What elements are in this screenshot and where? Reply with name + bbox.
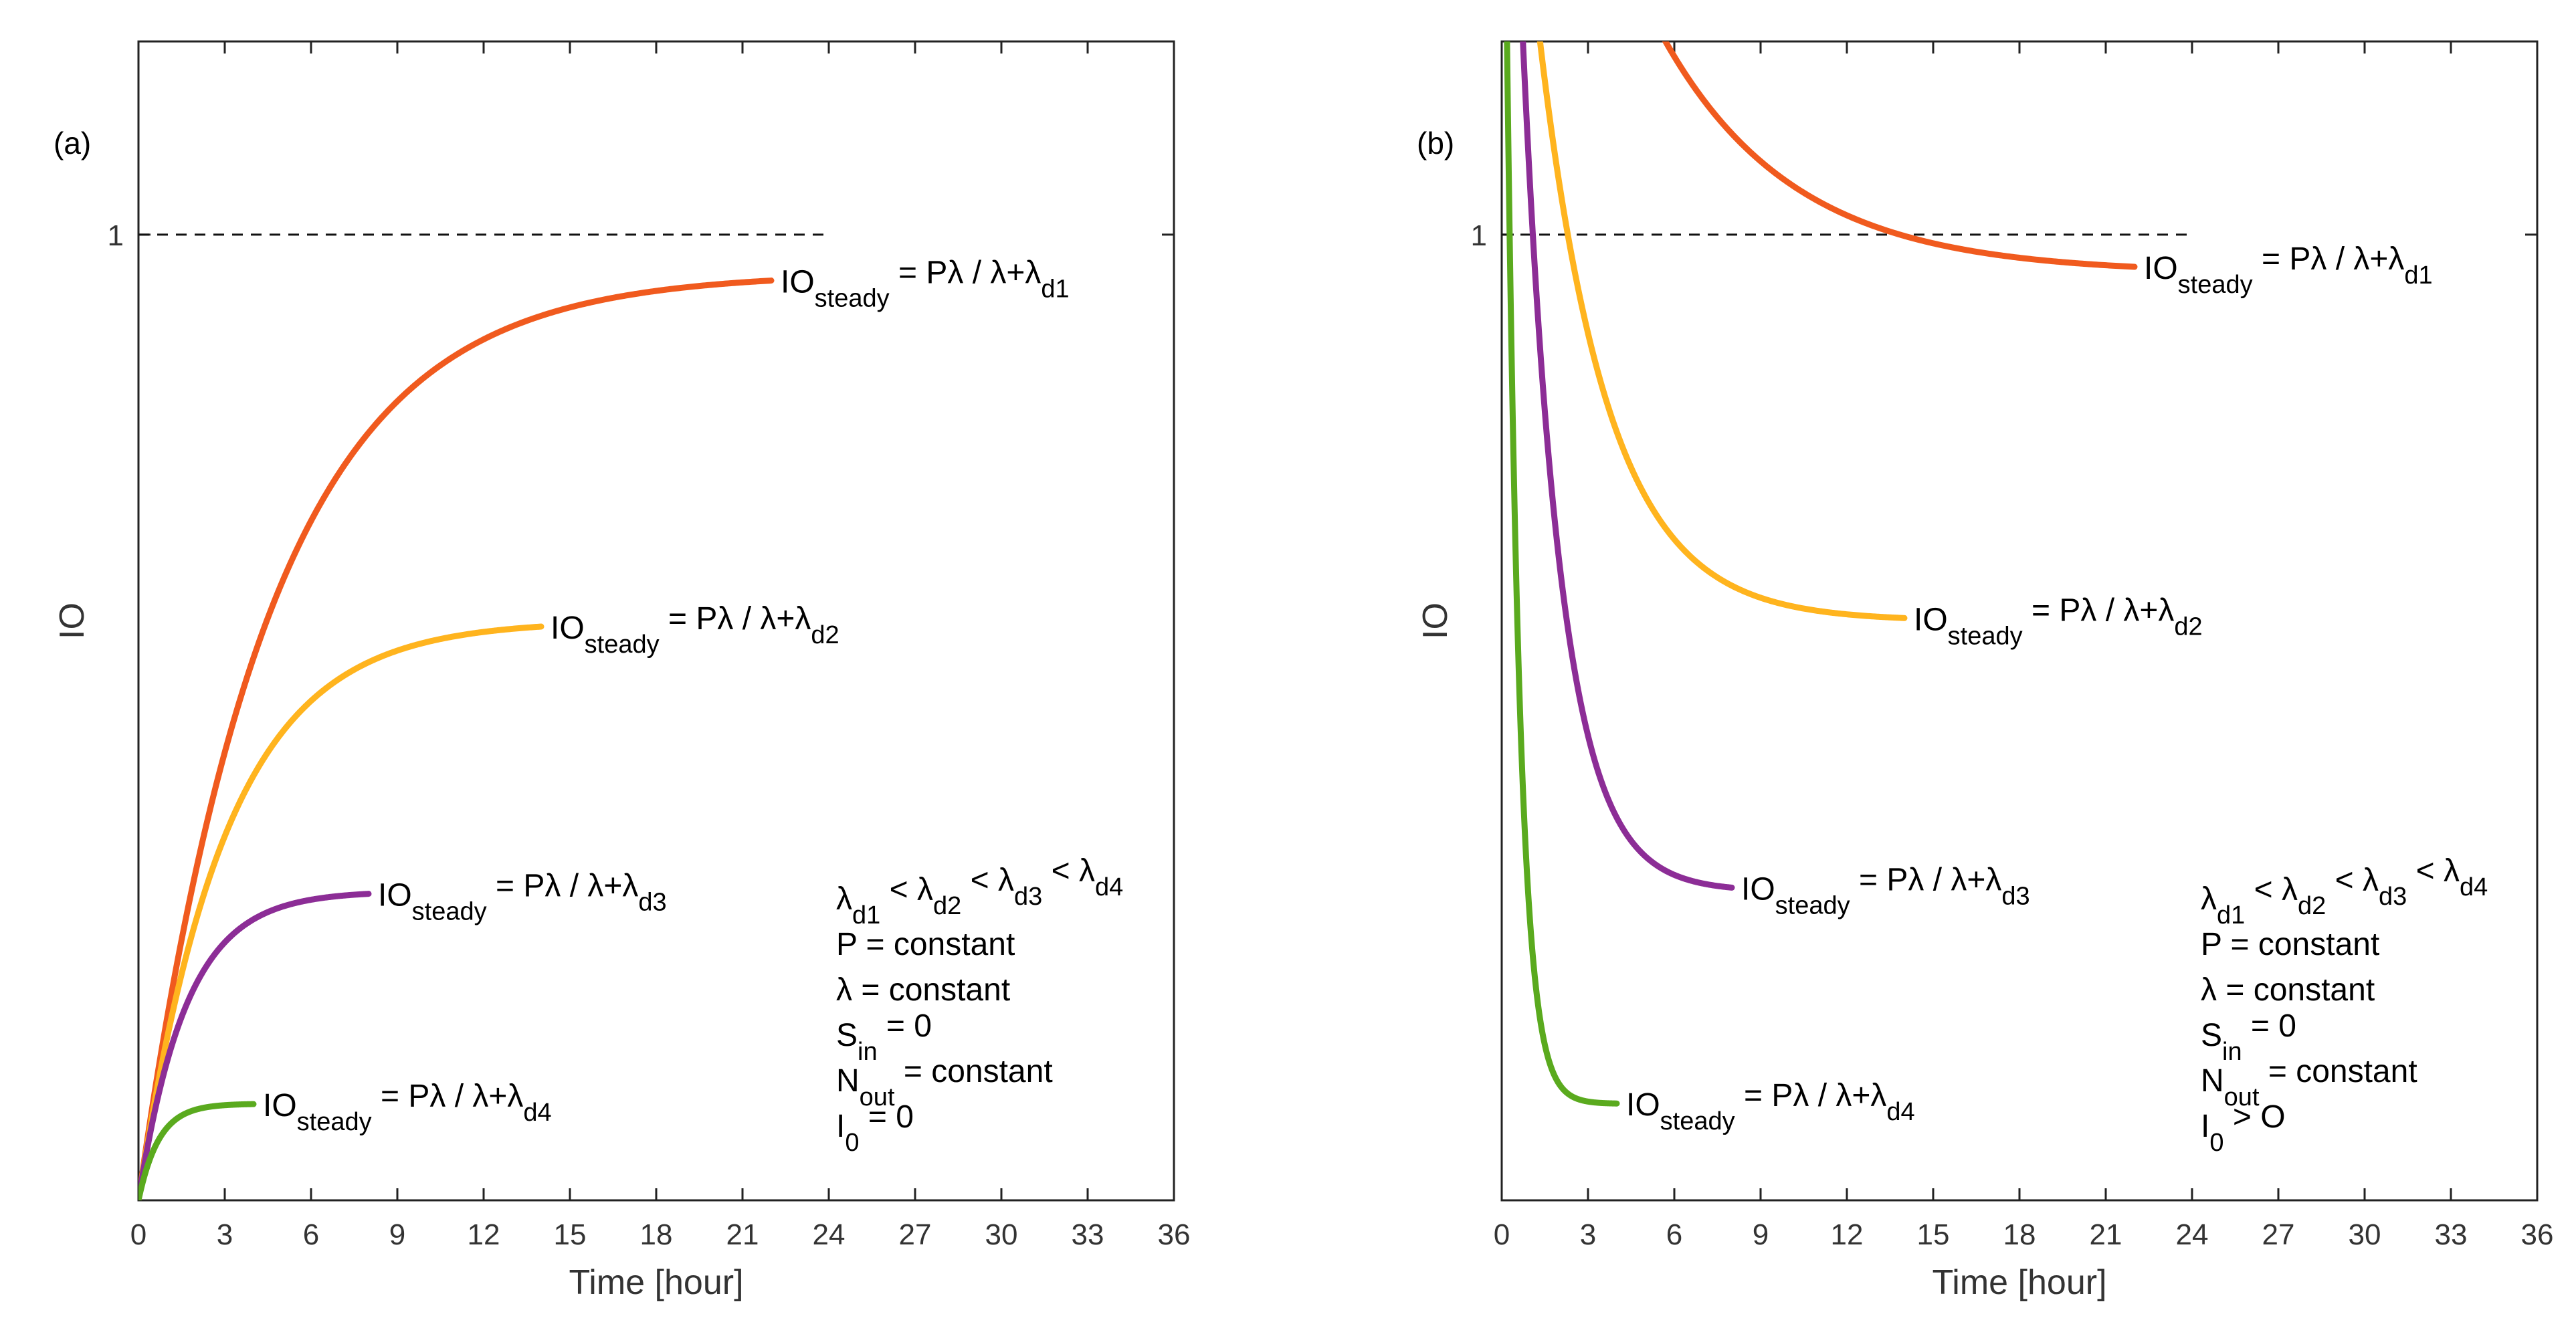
x-tick-label: 3	[1580, 1218, 1596, 1251]
series-d4-label: IOsteady = Pλ / λ+λd4	[1626, 1078, 1915, 1135]
condition-line-3: λ = constant	[836, 972, 1010, 1008]
series-d2-label: IOsteady = Pλ / λ+λd2	[1914, 592, 2203, 650]
series-d3-label: IOsteady = Pλ / λ+λd3	[1741, 862, 2030, 919]
series-d1-label: IOsteady = Pλ / λ+λd1	[781, 255, 1070, 313]
x-tick-label: 0	[1494, 1218, 1510, 1251]
condition-line-2: P = constant	[2201, 927, 2379, 962]
series-d2-line	[1537, 41, 1908, 621]
x-tick-label: 12	[468, 1218, 500, 1251]
x-tick-label: 30	[2349, 1218, 2381, 1251]
x-axis-label: Time [hour]	[569, 1263, 743, 1302]
x-tick-label: 0	[130, 1218, 146, 1251]
x-tick-label: 27	[899, 1218, 932, 1251]
x-tick-label: 33	[1072, 1218, 1104, 1251]
series-d2-label: IOsteady = Pλ / λ+λd2	[551, 601, 839, 659]
condition-line-1: λd1 < λd2 < λd3 < λd4	[836, 853, 1123, 929]
x-tick-label: 24	[813, 1218, 846, 1251]
x-tick-label: 18	[2003, 1218, 2036, 1251]
x-tick-label: 18	[640, 1218, 673, 1251]
panel-label: (a)	[54, 126, 91, 160]
condition-line-1: λd1 < λd2 < λd3 < λd4	[2201, 853, 2488, 929]
series-d3-label: IOsteady = Pλ / λ+λd3	[378, 869, 667, 926]
x-tick-label: 36	[2521, 1218, 2554, 1251]
x-tick-label: 3	[217, 1218, 233, 1251]
condition-line-3: λ = constant	[2201, 972, 2375, 1008]
plot-frame	[1500, 40, 2539, 1202]
series-d4-line	[1504, 41, 1620, 1107]
condition-line-6: I0 > O	[2201, 1099, 2286, 1157]
x-tick-label: 24	[2176, 1218, 2209, 1251]
x-axis-label: Time [hour]	[1932, 1263, 2106, 1302]
x-tick-label: 12	[1831, 1218, 1864, 1251]
y-axis-label: IO	[1416, 602, 1455, 639]
x-tick-label: 30	[985, 1218, 1018, 1251]
condition-line-2: P = constant	[836, 927, 1015, 962]
x-tick-label: 15	[554, 1218, 587, 1251]
x-tick-label: 27	[2262, 1218, 2295, 1251]
x-tick-label: 15	[1917, 1218, 1950, 1251]
x-tick-label: 9	[1753, 1218, 1769, 1251]
condition-line-5: Nout = constant	[2201, 1054, 2417, 1111]
condition-line-4: Sin = 0	[2201, 1008, 2296, 1066]
x-tick-label: 21	[2090, 1218, 2122, 1251]
series-d3-line	[138, 891, 372, 1200]
x-tick-label: 33	[2435, 1218, 2468, 1251]
y-tick-label: 1	[108, 219, 124, 252]
series-d4-label: IOsteady = Pλ / λ+λd4	[263, 1079, 552, 1136]
series-d1-label: IOsteady = Pλ / λ+λd1	[2144, 241, 2433, 299]
series-d1-line	[138, 278, 775, 1200]
x-tick-label: 21	[726, 1218, 759, 1251]
y-tick-label: 1	[1471, 219, 1487, 252]
panel-label: (b)	[1417, 126, 1454, 160]
condition-line-4: Sin = 0	[836, 1008, 932, 1066]
plot-frame	[137, 40, 1175, 1202]
series-d3-line	[1520, 41, 1735, 891]
series-d2-line	[138, 623, 544, 1200]
condition-line-5: Nout = constant	[836, 1054, 1053, 1111]
x-tick-label: 9	[389, 1218, 405, 1251]
series-d4-line	[138, 1101, 257, 1200]
x-tick-label: 6	[303, 1218, 319, 1251]
condition-line-6: I0 = 0	[836, 1099, 914, 1157]
series-d1-line	[1662, 41, 2138, 270]
y-axis-label: IO	[53, 602, 92, 639]
x-tick-label: 36	[1158, 1218, 1191, 1251]
x-tick-label: 6	[1666, 1218, 1682, 1251]
